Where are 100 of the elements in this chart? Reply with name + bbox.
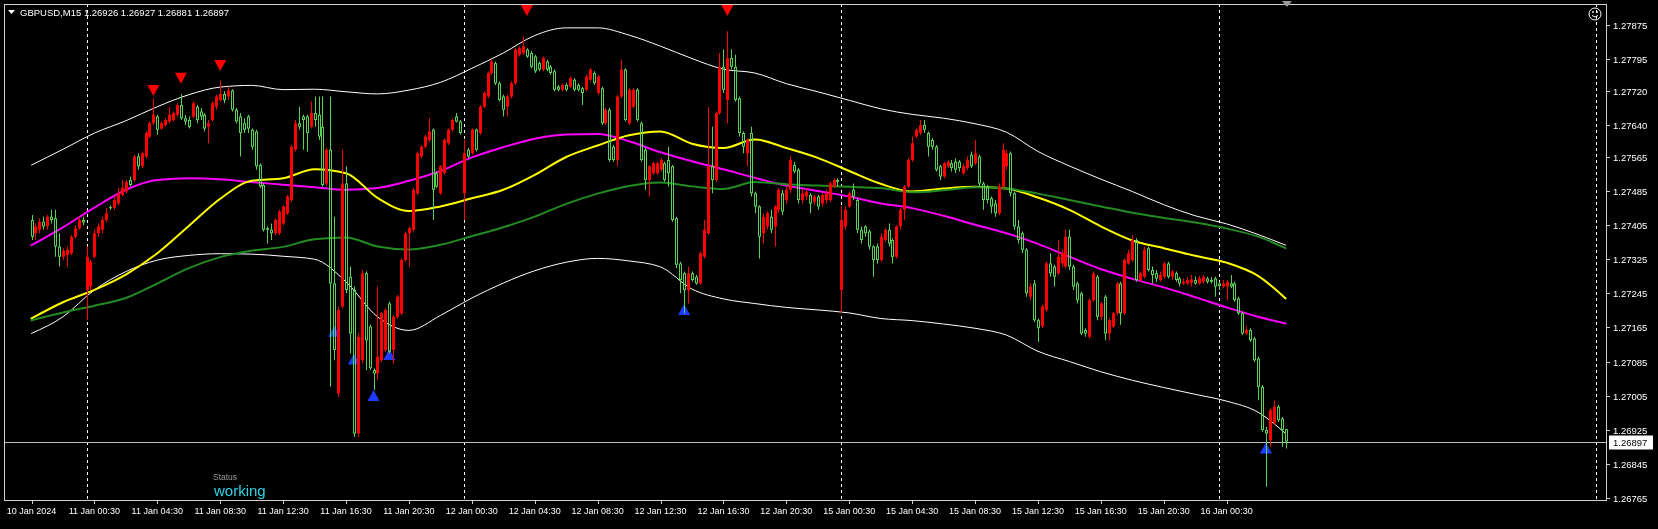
candlestick xyxy=(1131,234,1134,262)
y-tick-label: 1.27165 xyxy=(1613,322,1648,333)
y-tick-label: 1.27085 xyxy=(1613,357,1648,368)
candlestick xyxy=(1182,278,1185,285)
candlestick xyxy=(1057,240,1060,276)
candlestick xyxy=(227,86,230,100)
candlestick xyxy=(604,107,607,126)
candlestick xyxy=(903,185,906,221)
y-tick-label: 1.27875 xyxy=(1613,20,1648,31)
candlestick xyxy=(836,178,839,187)
candlestick xyxy=(561,83,564,92)
candlestick xyxy=(207,119,210,144)
candlestick xyxy=(1171,269,1174,281)
candlestick xyxy=(160,121,163,130)
x-tick-label: 16 Jan 00:30 xyxy=(1200,506,1253,516)
candlestick xyxy=(1116,281,1119,316)
candlestick xyxy=(1143,246,1146,279)
x-tick-label: 15 Jan 00:30 xyxy=(823,506,876,516)
x-tick-label: 12 Jan 16:30 xyxy=(697,506,750,516)
chart-title: GBPUSD,M15 1.26926 1.26927 1.26881 1.26897 xyxy=(20,7,230,18)
candlestick xyxy=(463,139,466,221)
candlestick xyxy=(829,181,832,202)
candlestick xyxy=(101,216,104,234)
x-tick-label: 12 Jan 00:30 xyxy=(445,506,498,516)
candlestick xyxy=(82,216,85,226)
candlestick xyxy=(785,186,788,204)
x-tick-label: 15 Jan 08:30 xyxy=(949,506,1002,516)
candlestick xyxy=(1092,271,1095,302)
candlestick xyxy=(620,59,623,99)
x-tick-label: 12 Jan 04:30 xyxy=(508,506,561,516)
candlestick xyxy=(392,315,395,364)
candlestick xyxy=(105,208,108,222)
candlestick xyxy=(1265,426,1268,487)
x-tick-label: 10 Jan 2024 xyxy=(6,506,57,516)
candlestick xyxy=(1002,143,1005,189)
candlestick xyxy=(911,136,914,162)
point xyxy=(147,85,160,97)
candlestick xyxy=(479,104,482,135)
x-tick-label: 15 Jan 20:30 xyxy=(1137,506,1190,516)
candlestick xyxy=(542,56,545,72)
line-series xyxy=(30,181,1287,322)
candlestick xyxy=(506,94,509,117)
candlestick xyxy=(1163,261,1166,279)
y-tick-label: 1.26845 xyxy=(1613,459,1648,470)
candlestick xyxy=(522,36,525,55)
candlestick xyxy=(78,216,81,230)
candlestick xyxy=(109,205,112,210)
candlestick xyxy=(1226,280,1229,301)
candlestick xyxy=(848,191,851,209)
candlestick xyxy=(840,206,843,314)
candlestick xyxy=(93,229,96,259)
candlestick xyxy=(471,128,474,155)
x-tick-label: 15 Jan 04:30 xyxy=(886,506,939,516)
point xyxy=(174,72,187,84)
candlestick xyxy=(687,266,690,304)
candlestick xyxy=(1245,326,1248,336)
candlestick xyxy=(805,188,808,201)
y-tick-label: 1.27005 xyxy=(1613,391,1648,402)
candlestick xyxy=(1100,301,1103,321)
x-tick-label: 12 Jan 08:30 xyxy=(571,506,624,516)
candlestick xyxy=(46,214,49,230)
candlestick xyxy=(648,165,651,197)
y-tick-label: 1.26925 xyxy=(1613,425,1648,436)
candlestick xyxy=(373,368,376,391)
x-tick-label: 11 Jan 08:30 xyxy=(194,506,246,516)
y-tick-label: 1.26765 xyxy=(1613,493,1648,504)
candlestick xyxy=(302,114,305,150)
x-tick-label: 11 Jan 04:30 xyxy=(131,506,184,516)
candlestick xyxy=(569,76,572,89)
candlestick xyxy=(152,98,155,126)
candlestick xyxy=(895,225,898,259)
x-tick-label: 11 Jan 12:30 xyxy=(257,506,309,516)
candlestick xyxy=(660,158,663,172)
y-tick-label: 1.27640 xyxy=(1613,120,1648,131)
candlestick xyxy=(597,74,600,95)
annotation: Status xyxy=(213,472,238,482)
x-tick-label: 12 Jan 20:30 xyxy=(760,506,813,516)
candlestick xyxy=(899,208,902,230)
x-tick-label: 15 Jan 12:30 xyxy=(1011,506,1064,516)
x-tick-label: 15 Jan 16:30 xyxy=(1074,506,1127,516)
candlestick xyxy=(337,306,340,397)
candlestick xyxy=(974,139,977,166)
candlestick xyxy=(168,106,171,124)
candlestick xyxy=(943,161,946,179)
y-tick-label: 1.27405 xyxy=(1613,220,1648,231)
y-tick-label: 1.27795 xyxy=(1613,54,1648,65)
candlestick xyxy=(746,138,749,167)
candlestick xyxy=(510,81,513,99)
y-tick-label: 1.27485 xyxy=(1613,186,1648,197)
candlestick xyxy=(1186,276,1189,285)
candlestick xyxy=(801,189,804,204)
candlestick xyxy=(789,156,792,194)
ref-line-label: 1.26897 xyxy=(1613,437,1648,448)
x-tick-label: 11 Jan 16:30 xyxy=(320,506,372,516)
candlestick xyxy=(628,88,631,126)
x-tick-label: 11 Jan 00:30 xyxy=(68,506,121,516)
candlestick xyxy=(376,286,379,381)
y-tick-label: 1.27565 xyxy=(1613,152,1648,163)
candlestick xyxy=(451,118,454,132)
x-tick-label: 12 Jan 12:30 xyxy=(634,506,687,516)
